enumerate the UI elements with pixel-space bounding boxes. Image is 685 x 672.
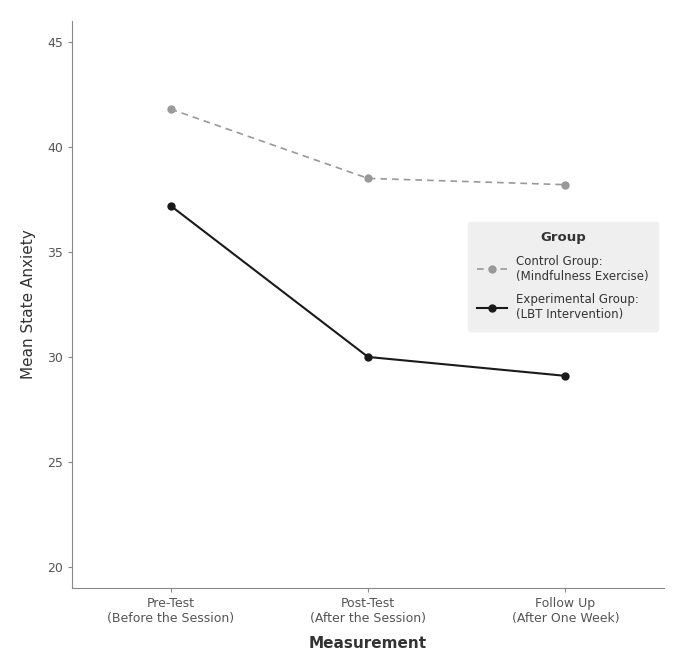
Legend: Control Group:
(Mindfulness Exercise), Experimental Group:
(LBT Intervention): Control Group: (Mindfulness Exercise), E… (468, 222, 658, 331)
Y-axis label: Mean State Anxiety: Mean State Anxiety (21, 230, 36, 379)
X-axis label: Measurement: Measurement (309, 636, 427, 651)
